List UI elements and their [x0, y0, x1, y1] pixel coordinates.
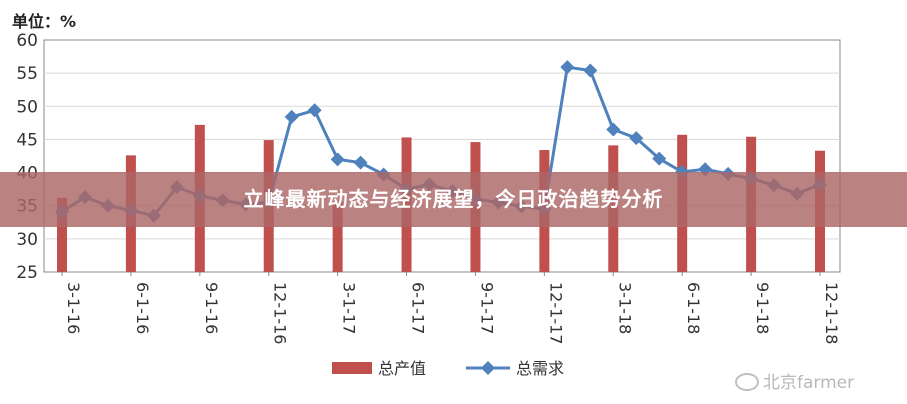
- title-banner: 立峰最新动态与经济展望，今日政治趋势分析: [0, 172, 907, 227]
- watermark: 北京farmer: [735, 368, 854, 393]
- y-tick-label: 30: [16, 230, 38, 250]
- banner-title: 立峰最新动态与经济展望，今日政治趋势分析: [243, 187, 664, 211]
- line-point: [629, 131, 644, 146]
- watermark-text: 北京farmer: [763, 373, 855, 393]
- bar: [57, 197, 67, 272]
- legend-swatch-bar: [332, 362, 372, 374]
- line-point: [284, 109, 299, 124]
- x-tick-label: 12-1-16: [271, 282, 290, 344]
- y-tick-label: 50: [16, 97, 38, 117]
- y-tick-label: 45: [16, 130, 38, 150]
- plot-frame: [43, 39, 841, 273]
- line-point: [652, 151, 667, 166]
- x-tick-label: 6-1-16: [133, 282, 152, 334]
- x-tick-label: 9-1-17: [477, 282, 496, 334]
- line-point: [353, 155, 368, 170]
- line-point: [606, 122, 621, 137]
- line-point: [330, 152, 345, 167]
- x-tick-label: 9-1-16: [202, 282, 221, 334]
- x-tick-label: 3-1-18: [615, 282, 634, 334]
- weibo-icon: [735, 373, 759, 391]
- x-tick-label: 6-1-18: [684, 282, 703, 334]
- bar: [332, 201, 343, 272]
- y-tick-label: 55: [16, 64, 38, 84]
- line-point: [583, 63, 598, 78]
- x-tick-label: 12-1-18: [822, 282, 841, 344]
- line-point: [560, 60, 575, 75]
- x-tick-label: 3-1-16: [64, 282, 83, 334]
- y-tick-label: 25: [16, 263, 38, 283]
- line-point: [307, 103, 322, 118]
- legend-label-bar: 总产值: [378, 359, 426, 378]
- x-tick-label: 3-1-17: [340, 282, 359, 334]
- unit-label: 单位：%: [12, 12, 77, 31]
- x-tick-label: 6-1-17: [409, 282, 428, 334]
- legend-label-line: 总需求: [516, 359, 564, 378]
- legend-marker-line: [481, 361, 495, 375]
- x-tick-label: 9-1-18: [753, 282, 772, 334]
- y-tick-label: 60: [16, 31, 38, 51]
- x-tick-label: 12-1-17: [546, 282, 565, 344]
